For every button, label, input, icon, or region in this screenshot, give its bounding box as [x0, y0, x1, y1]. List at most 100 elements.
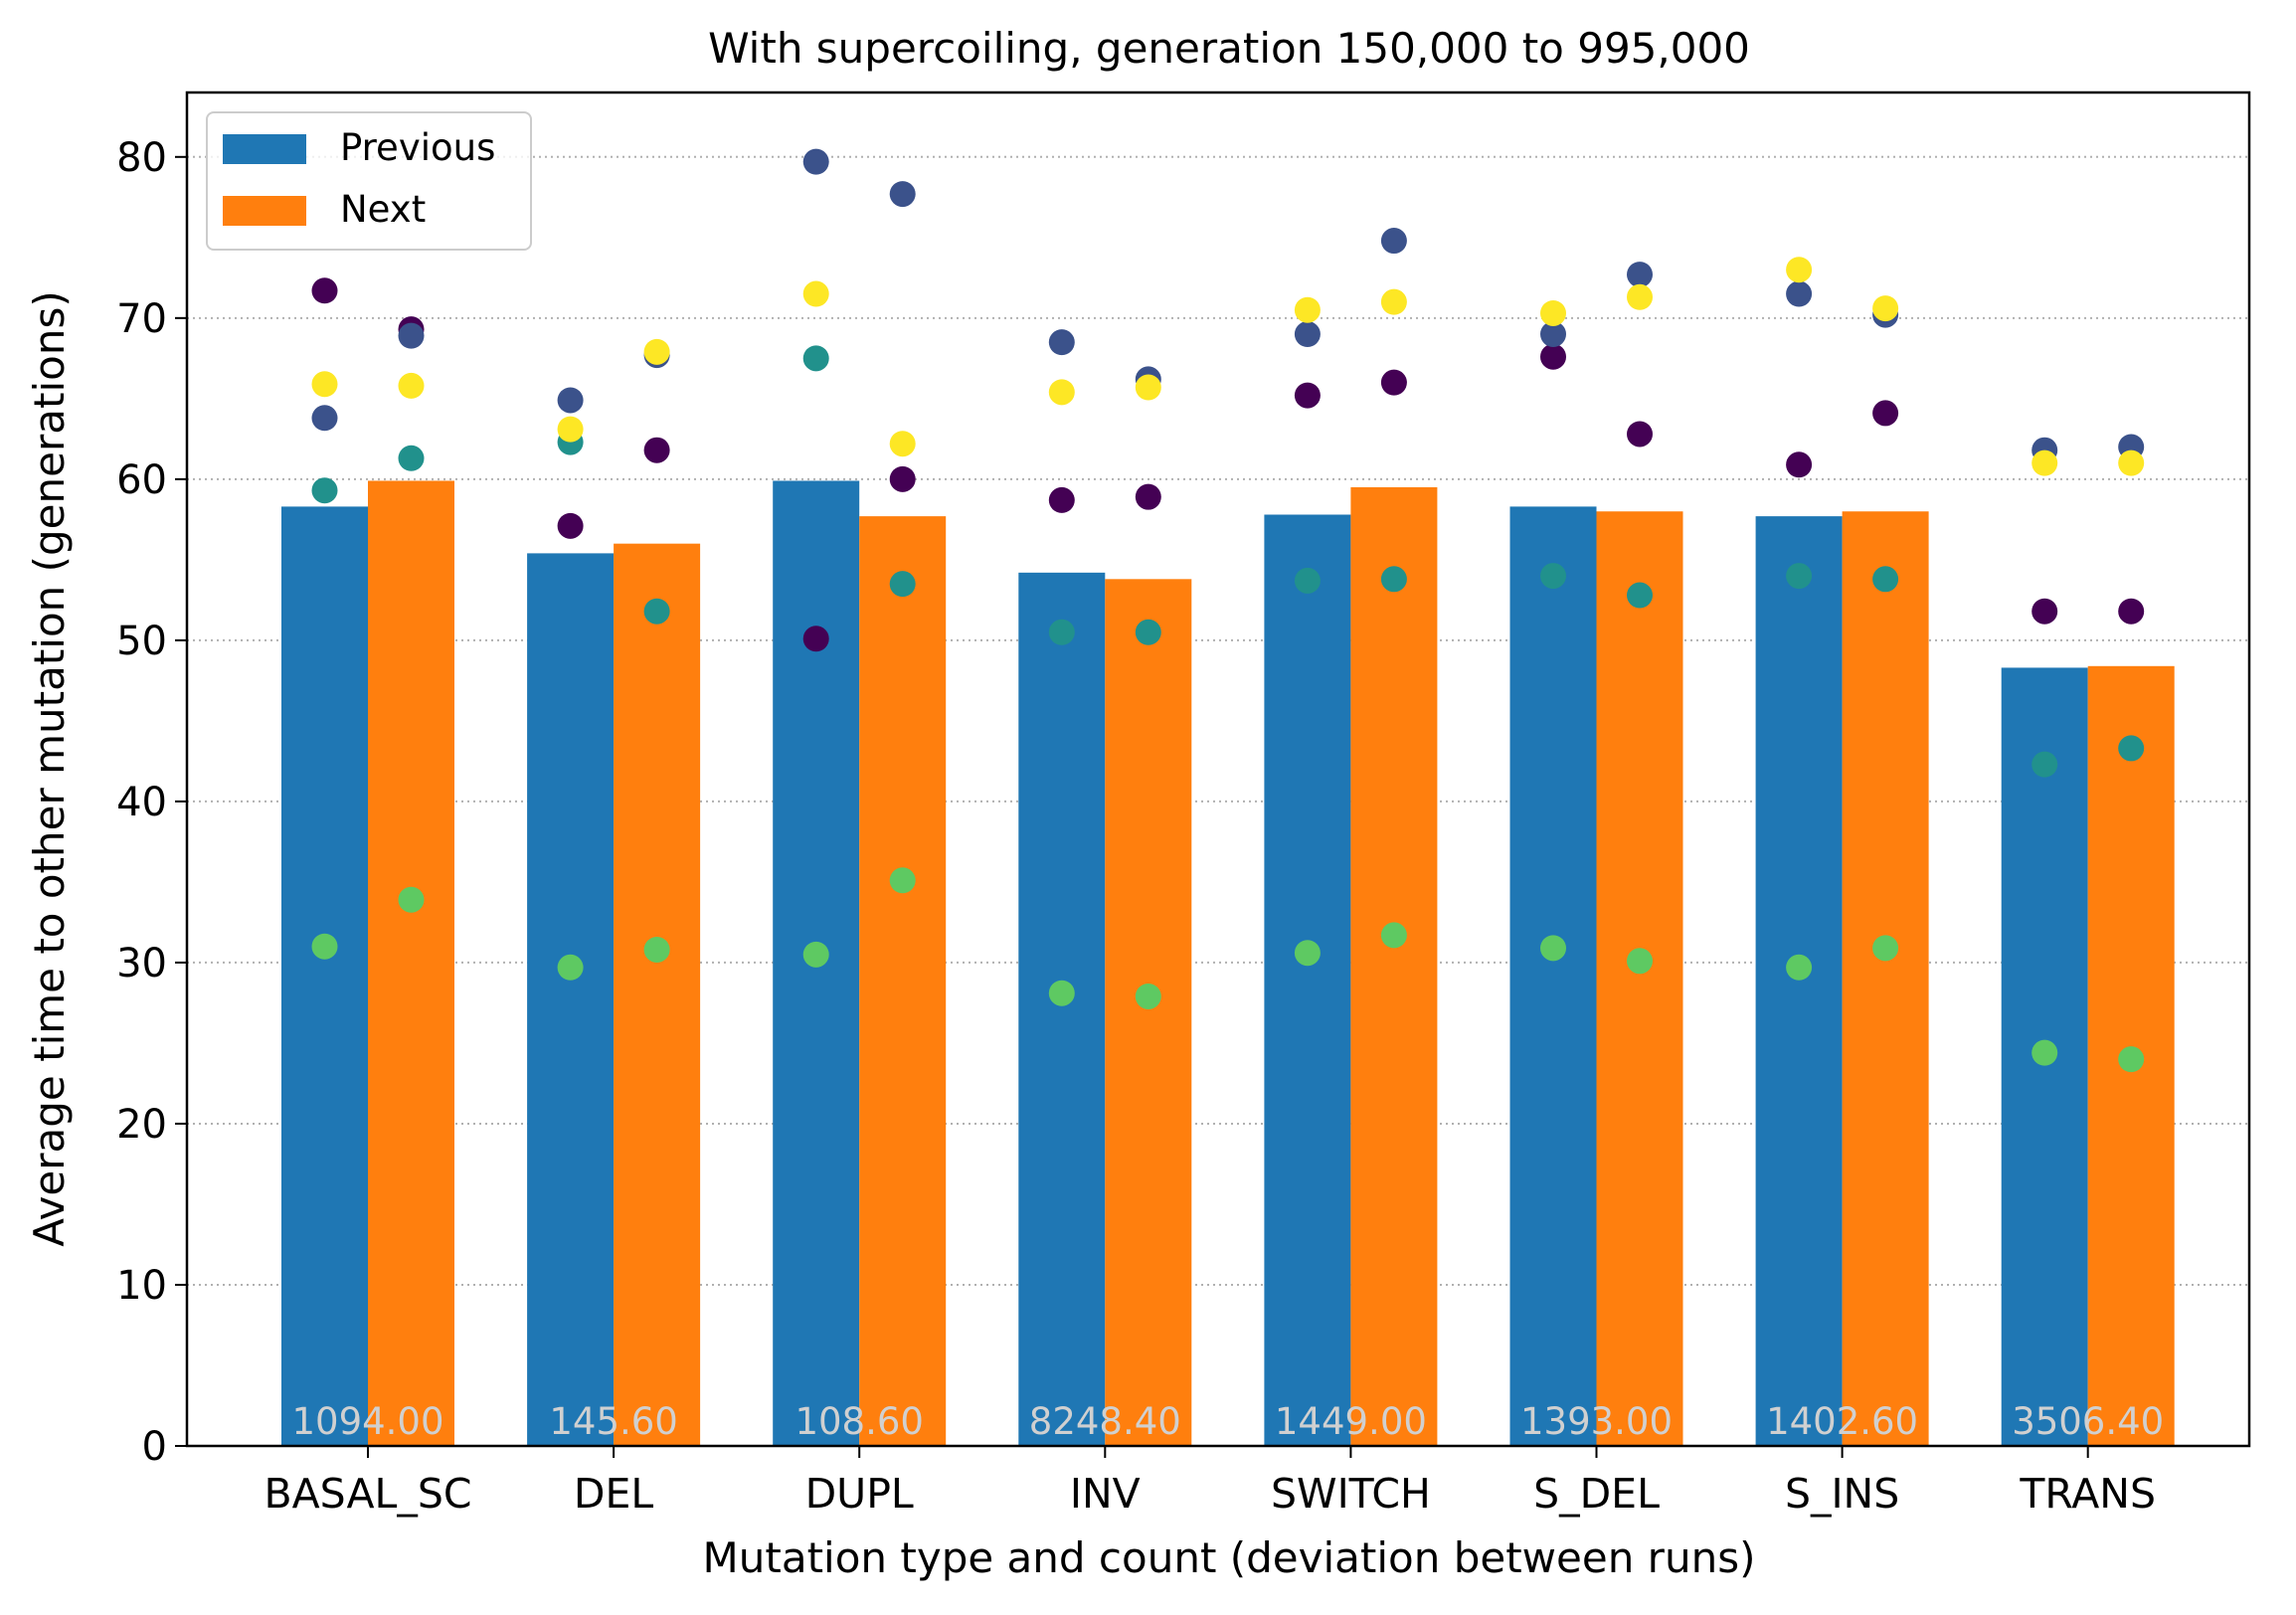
point-next	[889, 465, 916, 492]
point-next	[398, 886, 425, 913]
point-next	[1135, 983, 1161, 1009]
point-previous	[557, 954, 584, 981]
point-previous	[1048, 980, 1075, 1006]
point-previous	[311, 933, 338, 960]
point-next	[643, 338, 670, 365]
y-axis-label: Average time to other mutation (generati…	[25, 290, 74, 1246]
point-previous	[1048, 619, 1075, 645]
x-tick-label: INV	[1070, 1470, 1141, 1518]
y-tick-label: 70	[116, 296, 167, 342]
point-previous	[802, 345, 829, 372]
point-previous	[1786, 451, 1813, 478]
point-previous	[1786, 954, 1813, 981]
point-next	[1627, 283, 1653, 310]
count-label: 145.60	[549, 1400, 677, 1443]
count-labels: 1094.00 145.60 108.60 8248.40 1449.00 1393.00…	[291, 1400, 2164, 1443]
point-next	[1380, 922, 1407, 949]
bars	[281, 480, 2175, 1446]
point-next	[2118, 449, 2145, 476]
point-next	[1872, 566, 1899, 593]
point-previous	[1786, 257, 1813, 283]
point-previous	[557, 512, 584, 539]
point-previous	[1048, 379, 1075, 406]
point-previous	[1294, 382, 1321, 409]
point-previous	[2031, 449, 2058, 476]
point-next	[1872, 295, 1899, 322]
point-next	[889, 181, 916, 208]
count-label: 1402.60	[1766, 1400, 1918, 1443]
point-next	[398, 322, 425, 349]
bar-next	[614, 543, 701, 1446]
point-previous	[1294, 940, 1321, 967]
x-tick-label: S_INS	[1785, 1470, 1899, 1518]
point-next	[1627, 421, 1653, 448]
y-axis-ticks: 0 10 20 30 40 50 60 70 80	[116, 135, 187, 1470]
point-next	[1627, 948, 1653, 975]
count-label: 1449.00	[1275, 1400, 1427, 1443]
point-next	[398, 445, 425, 471]
legend-label-previous: Previous	[340, 126, 495, 169]
point-previous	[1540, 299, 1566, 326]
point-previous	[1786, 563, 1813, 590]
point-next	[1872, 400, 1899, 427]
bar-previous	[281, 506, 368, 1446]
bar-previous	[1509, 506, 1597, 1446]
point-next	[2118, 735, 2145, 762]
point-previous	[557, 387, 584, 414]
y-tick-label: 60	[116, 457, 167, 503]
point-previous	[802, 280, 829, 307]
point-next	[2118, 1046, 2145, 1073]
y-tick-label: 50	[116, 619, 167, 664]
point-previous	[311, 405, 338, 432]
bar-previous	[527, 553, 615, 1446]
point-previous	[2031, 598, 2058, 625]
point-next	[1627, 582, 1653, 609]
x-axis-label: Mutation type and count (deviation betwe…	[703, 1533, 1756, 1582]
bar-previous	[1018, 572, 1106, 1446]
point-previous	[1786, 280, 1813, 307]
point-next	[643, 598, 670, 625]
count-label: 1094.00	[291, 1400, 443, 1443]
point-next	[889, 867, 916, 894]
point-next	[1380, 288, 1407, 315]
plot-frame	[185, 90, 2251, 1448]
bar-next	[1596, 511, 1683, 1446]
count-label: 108.60	[795, 1400, 923, 1443]
point-next	[1135, 374, 1161, 401]
y-tick-label: 0	[142, 1424, 167, 1470]
point-next	[643, 437, 670, 463]
point-previous	[311, 277, 338, 304]
point-previous	[1048, 329, 1075, 356]
point-previous	[1294, 321, 1321, 348]
point-previous	[1294, 567, 1321, 594]
count-label: 8248.40	[1029, 1400, 1181, 1443]
count-label: 1393.00	[1520, 1400, 1673, 1443]
point-next	[398, 372, 425, 399]
point-next	[2118, 598, 2145, 625]
point-next	[1135, 483, 1161, 510]
point-previous	[1294, 296, 1321, 323]
legend-swatch-next	[223, 196, 306, 226]
y-tick-label: 20	[116, 1102, 167, 1148]
y-tick-label: 30	[116, 941, 167, 987]
y-tick-label: 80	[116, 135, 167, 181]
point-previous	[2031, 751, 2058, 778]
points	[311, 148, 2145, 1073]
point-next	[643, 936, 670, 963]
point-previous	[802, 148, 829, 175]
legend: Previous Next	[206, 111, 532, 251]
point-next	[1627, 262, 1653, 288]
legend-label-next: Next	[340, 188, 426, 231]
bar-next	[1350, 486, 1438, 1446]
point-next	[1380, 369, 1407, 396]
x-tick-label: DEL	[574, 1470, 653, 1518]
bar-next	[1105, 579, 1192, 1446]
point-next	[889, 571, 916, 598]
x-tick-label: S_DEL	[1533, 1470, 1660, 1518]
bar-next	[1842, 511, 1929, 1446]
point-previous	[1540, 343, 1566, 370]
bar-previous	[1755, 516, 1843, 1446]
point-previous	[1048, 486, 1075, 513]
point-previous	[311, 477, 338, 504]
point-previous	[802, 626, 829, 652]
